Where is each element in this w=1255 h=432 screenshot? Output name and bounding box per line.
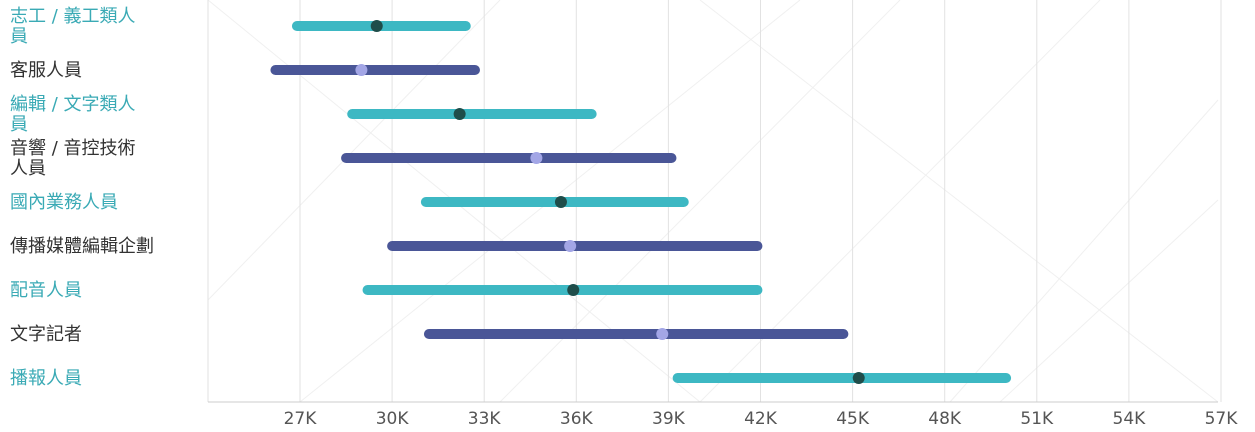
x-tick-label: 57K: [1205, 409, 1239, 429]
median-point: [355, 64, 368, 76]
x-tick-label: 27K: [284, 409, 318, 429]
x-tick-label: 45K: [836, 409, 870, 429]
x-tick-label: 33K: [468, 409, 502, 429]
median-point: [554, 196, 567, 208]
x-axis-ticks: 27K 30K 33K 36K 39K 42K 45K 48K 51K 54K 57K: [284, 409, 1239, 429]
category-label: 配音人員: [10, 280, 82, 301]
category-label-line2: 人員: [10, 158, 46, 179]
x-tick-label: 36K: [560, 409, 594, 429]
background-pattern: [207, 0, 1219, 403]
category-label-line1: 編輯 / 文字類人: [10, 94, 136, 115]
x-tick-label: 54K: [1113, 409, 1147, 429]
x-tick-label: 48K: [928, 409, 962, 429]
category-label-line1: 志工 / 義工類人: [10, 6, 136, 27]
category-label-line2: 員: [10, 26, 28, 47]
median-point: [567, 284, 580, 296]
category-label: 傳播媒體編輯企劃: [10, 236, 154, 257]
grid-lines: [207, 0, 1222, 402]
category-label-line2: 員: [10, 114, 28, 135]
category-label: 客服人員: [10, 60, 82, 81]
x-tick-label: 30K: [376, 409, 410, 429]
category-label: 國內業務人員: [10, 192, 118, 213]
background-diagonal-line: [999, 199, 1219, 403]
range-rows: [270, 20, 1012, 384]
median-point: [453, 108, 466, 120]
category-label: 播報人員: [10, 368, 82, 389]
median-point: [530, 152, 543, 164]
x-tick-label: 39K: [652, 409, 686, 429]
median-point: [852, 372, 865, 384]
category-label-line1: 音響 / 音控技術: [10, 138, 136, 159]
x-tick-label: 51K: [1020, 409, 1054, 429]
median-point: [656, 328, 669, 340]
category-label: 文字記者: [10, 324, 82, 345]
background-diagonal-line: [699, 0, 1219, 403]
median-point: [564, 240, 577, 252]
background-diagonal-line: [207, 0, 501, 301]
x-tick-label: 42K: [744, 409, 778, 429]
background-diagonal-line: [949, 99, 1219, 403]
median-point: [370, 20, 383, 32]
